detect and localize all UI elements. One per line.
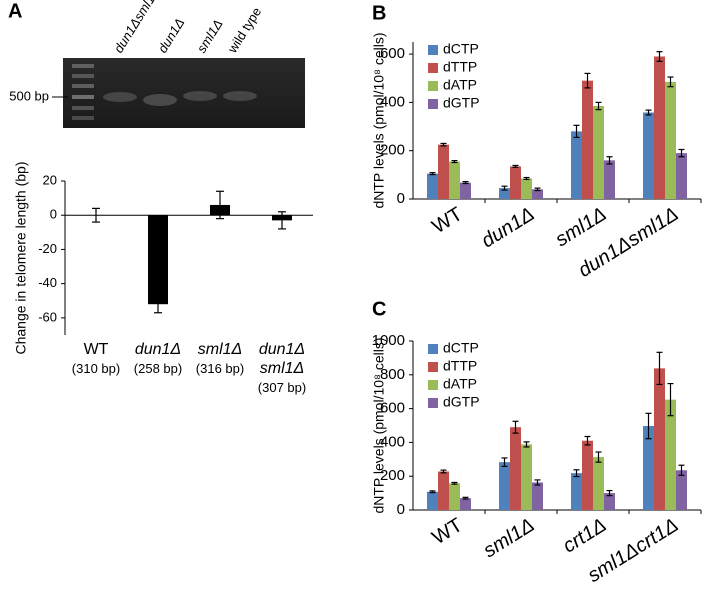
- x-tick-label: WT: [428, 203, 466, 238]
- y-tick-label: -20: [38, 241, 57, 256]
- x-category: dun1Δ (258 bp): [118, 340, 198, 378]
- gel-marker-label: 500 bp: [9, 88, 49, 103]
- x-tick-label: sml1Δ: [552, 203, 611, 251]
- y-tick-label: 200: [380, 142, 405, 159]
- bar: [499, 188, 510, 199]
- bar: [427, 173, 438, 199]
- bar: [532, 482, 543, 510]
- panel-label: A: [8, 0, 22, 22]
- y-tick-label: 0: [397, 190, 405, 207]
- legend-swatch: [428, 344, 438, 354]
- legend-label: dTTP: [443, 59, 477, 75]
- y-tick-label: 0: [50, 207, 57, 222]
- bar: [499, 462, 510, 510]
- bar: [449, 483, 460, 510]
- bar: [643, 426, 654, 510]
- x-category: dun1Δ sml1Δ (307 bp): [242, 340, 322, 397]
- bar: [654, 56, 665, 199]
- bar: [510, 427, 521, 510]
- x-tick-label: dun1Δ sml1Δ: [258, 341, 306, 377]
- bar: [665, 81, 676, 199]
- y-tick-label: 1000: [372, 332, 405, 349]
- x-tick-note: (310 bp): [71, 361, 121, 376]
- x-category: sml1Δ (316 bp): [180, 340, 260, 378]
- bar: [604, 493, 615, 510]
- bar: [582, 80, 593, 199]
- x-tick-label: WT: [83, 341, 109, 358]
- x-tick-label: dun1Δ: [134, 341, 182, 358]
- bar: [438, 471, 449, 510]
- gel-ladder: [72, 64, 94, 120]
- y-tick-label: 0: [397, 501, 405, 518]
- y-tick-label: -60: [38, 309, 57, 324]
- bar: [676, 470, 687, 510]
- bar: [510, 166, 521, 199]
- bar: [460, 498, 471, 510]
- bar: [665, 399, 676, 510]
- gel-image: [63, 58, 305, 128]
- legend-swatch: [428, 63, 438, 73]
- bar: [676, 153, 687, 199]
- bar: [427, 491, 438, 510]
- legend-label: dATP: [443, 376, 477, 392]
- bar: [593, 106, 604, 199]
- x-tick-label: WT: [428, 514, 466, 549]
- bar: [604, 160, 615, 199]
- x-tick-label: dun1Δ: [478, 203, 539, 252]
- legend-swatch: [428, 398, 438, 408]
- legend-label: dGTP: [443, 95, 480, 111]
- legend-swatch: [428, 380, 438, 390]
- bar: [521, 178, 532, 199]
- bar: [521, 444, 532, 510]
- gel-lane-label: wild type: [224, 5, 264, 57]
- bar: [460, 182, 471, 199]
- bar: [582, 440, 593, 510]
- legend-label: dATP: [443, 77, 477, 93]
- x-tick-label: sml1Δ: [197, 341, 243, 358]
- x-category: WT (310 bp): [56, 340, 136, 378]
- bar: [148, 215, 168, 305]
- x-tick-note: (316 bp): [195, 361, 245, 376]
- y-tick-label: -40: [38, 275, 57, 290]
- bar: [532, 189, 543, 199]
- panel-label: C: [372, 298, 386, 320]
- bar: [593, 457, 604, 510]
- bar: [571, 473, 582, 510]
- legend-label: dCTP: [443, 41, 479, 57]
- panel-label: B: [372, 2, 386, 24]
- y-tick-label: 20: [43, 172, 57, 187]
- legend-swatch: [428, 45, 438, 55]
- x-tick-note: (258 bp): [133, 361, 183, 376]
- legend-swatch: [428, 81, 438, 91]
- y-tick-label: 400: [380, 433, 405, 450]
- y-axis-label: Change in telomere length (bp): [13, 161, 29, 354]
- y-tick-label: 600: [380, 400, 405, 417]
- bar: [449, 161, 460, 199]
- bar: [654, 368, 665, 510]
- y-axis-label: dNTP levels (pmol/10⁸ cells): [371, 337, 387, 513]
- gel-lane-label: dun1Δ: [155, 16, 188, 56]
- legend-swatch: [428, 99, 438, 109]
- gel-lane-label: sml1Δ: [194, 17, 226, 56]
- x-tick-note: (307 bp): [257, 380, 307, 395]
- y-tick-label: 400: [380, 93, 405, 110]
- y-tick-label: 200: [380, 467, 405, 484]
- x-tick-label: crt1Δ: [559, 514, 610, 557]
- bar: [643, 112, 654, 199]
- legend-label: dCTP: [443, 340, 479, 356]
- y-axis-label: dNTP levels (pmol/10⁸ cells): [371, 32, 387, 208]
- y-tick-label: 600: [380, 45, 405, 62]
- x-tick-label: sml1Δ: [480, 514, 539, 562]
- bar: [571, 131, 582, 199]
- legend-label: dGTP: [443, 394, 480, 410]
- gel-bands: [103, 91, 257, 106]
- legend-label: dTTP: [443, 358, 477, 374]
- y-tick-label: 800: [380, 366, 405, 383]
- bar: [438, 144, 449, 199]
- legend-swatch: [428, 362, 438, 372]
